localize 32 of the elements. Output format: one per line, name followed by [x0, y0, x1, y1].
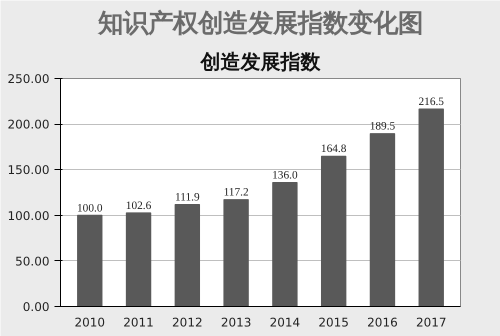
y-tick-label: 0.00 [22, 300, 50, 314]
x-tick-label: 2013 [220, 316, 252, 330]
data-label: 117.2 [224, 186, 249, 199]
data-label: 164.8 [320, 143, 347, 156]
chart-title: 知识产权创造发展指数变化图 [97, 8, 423, 38]
bar [370, 133, 396, 306]
data-label: 136.0 [272, 169, 298, 182]
data-label: 111.9 [175, 191, 200, 204]
data-label: 189.5 [370, 120, 396, 133]
bar [77, 214, 102, 306]
bar [320, 156, 346, 306]
y-tick-label: 50.00 [15, 254, 50, 268]
bar [418, 108, 444, 306]
x-tick-label: 2017 [416, 316, 447, 330]
data-label: 102.6 [126, 200, 152, 212]
y-tick-label: 150.00 [8, 163, 50, 178]
chart-subtitle: 创造发展指数 [200, 50, 322, 74]
x-tick-label: 2011 [123, 316, 154, 330]
bar [126, 212, 152, 306]
y-tick-label: 100.00 [8, 208, 50, 223]
y-tick-label: 200.00 [8, 118, 50, 132]
y-tick-label: 250.00 [8, 72, 50, 86]
x-tick-label: 2016 [367, 316, 398, 330]
bar [223, 199, 249, 306]
x-tick-label: 2010 [74, 316, 106, 330]
x-tick-label: 2012 [172, 316, 203, 330]
data-label: 100.0 [77, 202, 103, 214]
data-label: 216.5 [418, 96, 444, 108]
x-tick-label: 2015 [318, 316, 349, 330]
x-tick-label: 2014 [270, 316, 300, 330]
bar [174, 204, 200, 306]
bar [272, 182, 298, 306]
